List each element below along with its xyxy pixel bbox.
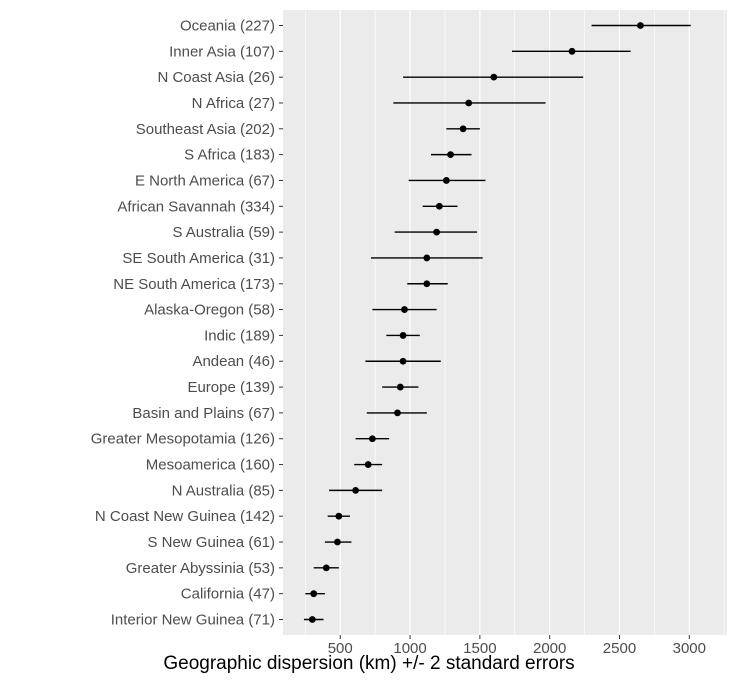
y-tick-label: SE South America (31) — [122, 250, 275, 267]
data-point — [399, 332, 407, 339]
y-tick-label: African Savannah (334) — [117, 198, 275, 215]
x-tick-label: 2500 — [603, 640, 636, 655]
data-point — [310, 590, 318, 598]
y-tick-label: S New Guinea (61) — [147, 534, 275, 551]
data-point — [322, 564, 330, 572]
data-point — [368, 435, 376, 443]
y-tick-label: S Africa (183) — [184, 147, 275, 164]
y-tick-label: Oceania (227) — [180, 17, 275, 34]
y-tick-label: S Australia (59) — [172, 224, 275, 241]
data-point — [308, 616, 316, 623]
data-point — [394, 409, 401, 417]
data-point — [335, 512, 343, 520]
x-axis-title: Geographic dispersion (km) +/- 2 standar… — [163, 653, 575, 674]
x-tick-label: 1500 — [463, 640, 496, 655]
y-tick-label: N Australia (85) — [172, 482, 275, 499]
y-tick-label: Europe (139) — [187, 379, 275, 396]
data-point — [447, 151, 454, 159]
data-point — [637, 22, 644, 29]
data-point — [433, 228, 440, 236]
chart-panel — [283, 10, 727, 635]
data-point — [568, 47, 576, 55]
y-tick-label: Mesoamerica (160) — [146, 457, 275, 474]
y-tick-label: E North America (67) — [135, 172, 275, 189]
data-point — [490, 73, 498, 81]
x-tick-label: 3000 — [673, 640, 706, 655]
data-point — [423, 280, 431, 288]
data-point — [465, 99, 473, 107]
y-tick-label: Inner Asia (107) — [169, 43, 275, 60]
y-tick-label: N Africa (27) — [192, 95, 275, 112]
y-tick-label: Greater Abyssinia (53) — [126, 560, 275, 577]
y-tick-label: NE South America (173) — [113, 276, 275, 293]
x-tick-label: 1000 — [393, 640, 426, 655]
data-point — [364, 461, 372, 468]
y-tick-label: Basin and Plains (67) — [132, 405, 275, 422]
data-point — [352, 486, 360, 494]
data-point — [396, 383, 404, 391]
y-tick-label: N Coast New Guinea (142) — [95, 508, 275, 525]
data-point — [459, 125, 467, 133]
y-tick-label: Indic (189) — [204, 327, 275, 344]
data-point — [399, 357, 407, 365]
y-tick-label: California (47) — [181, 586, 275, 603]
y-tick-label: Southeast Asia (202) — [136, 121, 275, 138]
data-point — [334, 538, 341, 546]
y-tick-label: Andean (46) — [192, 353, 275, 370]
data-point — [401, 306, 408, 313]
y-tick-label: N Coast Asia (26) — [157, 69, 275, 86]
y-tick-label: Interior New Guinea (71) — [111, 612, 275, 629]
y-tick-label: Greater Mesopotamia (126) — [91, 431, 275, 448]
y-tick-label: Alaska-Oregon (58) — [144, 302, 275, 319]
x-tick-label: 2000 — [533, 640, 566, 655]
data-point — [435, 202, 443, 210]
x-tick-label: 500 — [328, 640, 353, 655]
data-point — [442, 177, 450, 184]
chart-canvas: 500 1000 1500 2000 2500 3000 Oceania (227) Inne… — [91, 10, 727, 655]
data-point — [423, 254, 431, 262]
